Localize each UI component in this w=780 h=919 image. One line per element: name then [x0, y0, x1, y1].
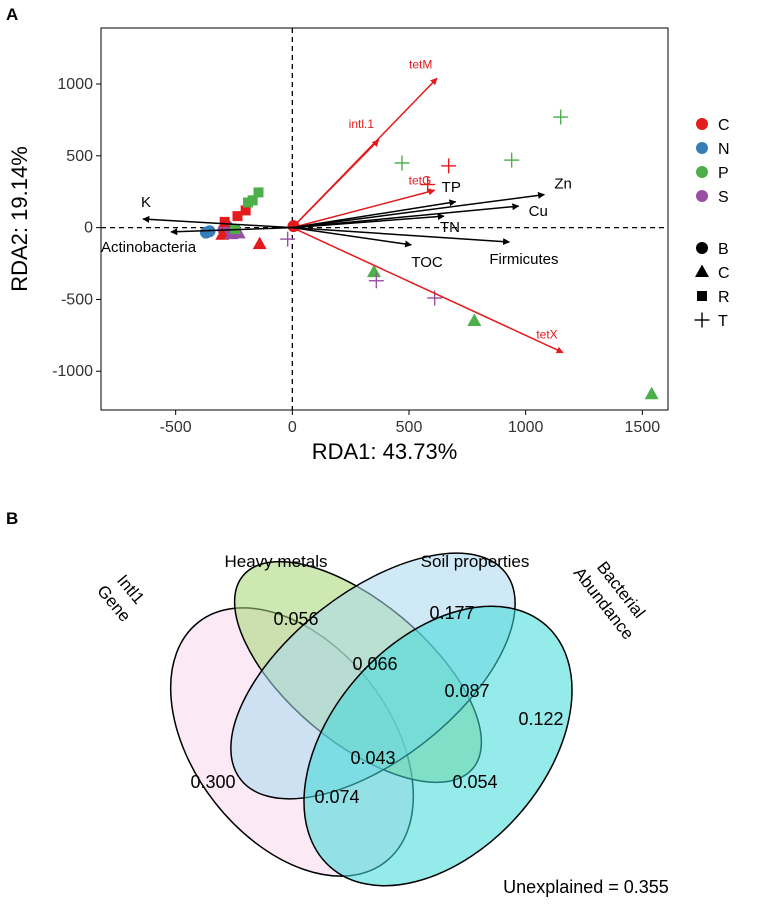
- y-tick-label: 0: [84, 220, 93, 237]
- data-point-S-plus: [280, 231, 296, 247]
- legend-shape-label: T: [718, 313, 728, 330]
- legend-shape-label: C: [718, 265, 730, 282]
- data-point-P-square: [247, 195, 258, 206]
- vector-Actinobacteria: [170, 226, 293, 236]
- data-point-S-plus: [368, 273, 384, 289]
- data-point-P-square: [253, 187, 264, 198]
- vector-label-TOC: TOC: [411, 254, 443, 271]
- legend-shape-symbol-triangle: [695, 264, 709, 277]
- venn-region-value: 0.087: [444, 681, 489, 701]
- vector-label-Zn: Zn: [554, 176, 572, 193]
- legend-shape-label: R: [718, 289, 730, 306]
- data-point-P-plus: [553, 109, 569, 125]
- data-point-P-triangle: [644, 386, 659, 400]
- vector-intl1: [291, 139, 380, 229]
- y-tick-label: 1000: [57, 76, 93, 93]
- vector-label-TP: TP: [442, 179, 461, 196]
- legend-color-swatch-C: [696, 118, 708, 130]
- venn-region-value: 0.300: [190, 772, 235, 792]
- data-point-P-plus: [504, 152, 520, 168]
- data-point-C-plus: [420, 177, 436, 193]
- venn-diagram: B Intl1Gene Heavy metals Soil properties Bac…: [6, 509, 669, 897]
- legend-color-label: C: [718, 117, 730, 134]
- vector-TOC: [292, 226, 413, 248]
- vector-label-tetM: tetM: [409, 57, 432, 71]
- data-point-P-plus: [394, 155, 410, 171]
- data-point-C-square: [232, 211, 243, 222]
- panel-label-b: B: [6, 509, 18, 528]
- x-tick-label: 1500: [625, 419, 661, 436]
- venn-region-value: 0.066: [352, 654, 397, 674]
- legend-color-label: S: [718, 189, 729, 206]
- vector-label-Cu: Cu: [529, 203, 548, 220]
- legend-color-swatch-S: [696, 190, 708, 202]
- y-tick-label: -1000: [52, 363, 93, 380]
- vector-label-Firmicutes: Firmicutes: [489, 251, 558, 268]
- x-tick-label: 1000: [508, 419, 544, 436]
- y-tick-label: 500: [66, 148, 93, 165]
- data-point-P-triangle: [367, 264, 381, 278]
- x-tick-label: -500: [160, 419, 192, 436]
- venn-region-value: 0.043: [350, 748, 395, 768]
- legend-shape-symbol-plus: [694, 312, 710, 328]
- rda-biplot: A -500 0 500 1000 1500 -1000 -500 0 500 1000 RDA1: …: [6, 5, 730, 464]
- venn-set-label: Heavy metals: [225, 552, 328, 571]
- venn-sets: [169, 552, 573, 887]
- legend-color-swatch-N: [696, 142, 708, 154]
- legend-shape-label: B: [718, 241, 729, 258]
- vector-label-TN: TN: [440, 219, 460, 236]
- vector-K: [142, 215, 293, 229]
- vector-label-K: K: [141, 194, 151, 211]
- vector-label-Actinobacteria: Actinobacteria: [101, 239, 197, 256]
- vector-label-tetG: tetG: [409, 173, 432, 187]
- y-axis-title: RDA2: 19.14%: [7, 146, 32, 292]
- venn-region-value: 0.074: [314, 787, 359, 807]
- vector-tetG: [292, 188, 436, 229]
- data-point-C-square: [219, 216, 230, 227]
- venn-set-label-line: Soil properties: [421, 552, 530, 571]
- vector-Firmicutes: [292, 226, 511, 246]
- vector-label-intl1: intl.1: [349, 117, 375, 131]
- venn-set-bacterial-abundance: [303, 605, 573, 887]
- venn-region-value: 0.177: [429, 603, 474, 623]
- panel-label-a: A: [6, 5, 18, 24]
- x-axis-title: RDA1: 43.73%: [312, 439, 458, 464]
- legend-color-label: P: [718, 165, 729, 182]
- data-point-P-triangle: [467, 313, 482, 326]
- data-point-C-triangle: [215, 227, 230, 240]
- venn-region-value: 0.122: [518, 709, 563, 729]
- vector-TN: [292, 213, 445, 229]
- venn-set-label: Soil properties: [421, 552, 530, 571]
- venn-region-value: 0.054: [452, 772, 497, 792]
- venn-set-label: BacterialAbundance: [570, 550, 655, 643]
- x-tick-label: 0: [288, 419, 297, 436]
- legend-shape-symbol-square: [697, 291, 707, 301]
- unexplained-label: Unexplained = 0.355: [503, 877, 669, 897]
- vector-tetX: [292, 226, 564, 354]
- venn-region-value: 0.056: [273, 609, 318, 629]
- venn-set-label-line: Heavy metals: [225, 552, 328, 571]
- legend-color-label: N: [718, 141, 730, 158]
- data-point-C-square: [240, 205, 251, 216]
- venn-set-label: Intl1Gene: [93, 567, 151, 625]
- data-point-C-triangle: [252, 236, 267, 250]
- x-tick-label: 500: [396, 419, 423, 436]
- legend-shape-symbol-circle: [696, 242, 708, 254]
- vector-label-tetX: tetX: [536, 328, 557, 342]
- legend-color-swatch-P: [696, 166, 708, 178]
- vector-Zn: [292, 191, 546, 229]
- data-point-C-plus: [441, 158, 457, 174]
- y-tick-label: -500: [61, 291, 93, 308]
